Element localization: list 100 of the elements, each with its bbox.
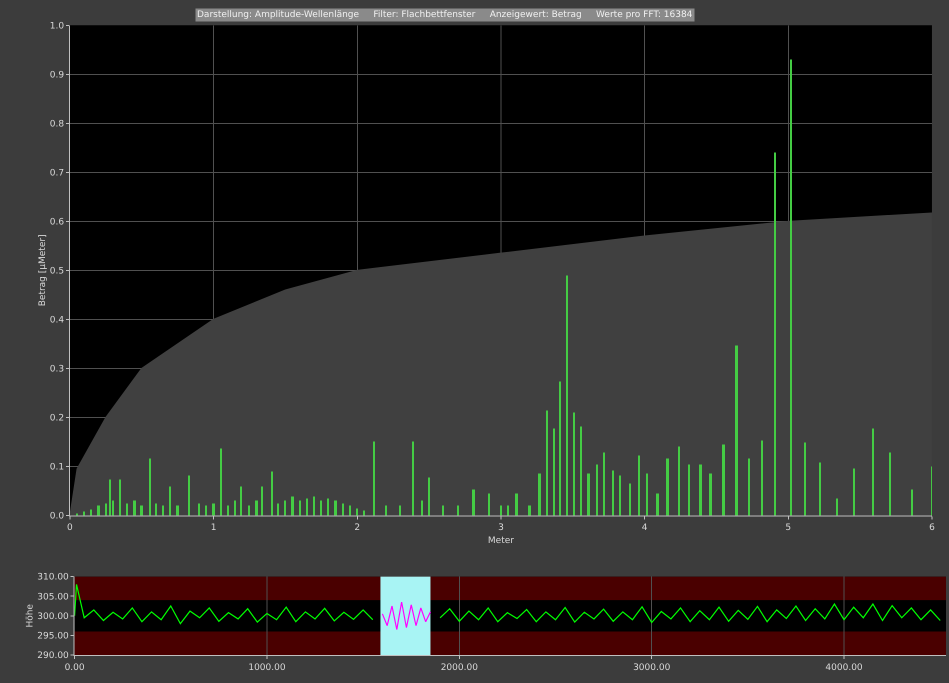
bar bbox=[488, 493, 490, 516]
bar bbox=[240, 486, 242, 516]
line-series bbox=[74, 584, 374, 624]
bar bbox=[362, 510, 365, 516]
bar bbox=[656, 493, 659, 516]
bar bbox=[666, 458, 669, 516]
bar bbox=[442, 505, 444, 516]
line-series bbox=[382, 601, 432, 630]
bar bbox=[356, 508, 358, 516]
bar bbox=[678, 446, 680, 516]
bar bbox=[234, 500, 236, 516]
bar bbox=[748, 458, 750, 516]
bar bbox=[528, 505, 531, 516]
bar bbox=[910, 489, 913, 516]
bar bbox=[546, 410, 548, 516]
bar bbox=[162, 505, 164, 516]
bar bbox=[126, 503, 128, 516]
bar bbox=[872, 428, 874, 516]
bar bbox=[558, 381, 561, 516]
bar bbox=[176, 505, 179, 516]
bar bbox=[566, 275, 568, 516]
y-tick-label: 0.4 bbox=[50, 315, 64, 326]
x-axis-title: Meter bbox=[488, 536, 514, 546]
y-axis-title: Höhe bbox=[26, 604, 36, 628]
bar bbox=[342, 503, 344, 516]
line-series bbox=[439, 603, 941, 624]
y-tick-label: 0.7 bbox=[50, 168, 64, 178]
bar bbox=[188, 475, 190, 516]
bar bbox=[708, 473, 712, 516]
bar bbox=[628, 483, 631, 516]
bar bbox=[804, 442, 806, 516]
bar bbox=[220, 448, 222, 516]
x-tick-label: 4 bbox=[642, 523, 648, 534]
bar bbox=[888, 452, 891, 516]
bar bbox=[596, 464, 598, 516]
bar bbox=[326, 498, 329, 516]
bar bbox=[198, 503, 200, 516]
y-tick-label: 0.6 bbox=[50, 217, 64, 228]
y-tick-label: 300.00 bbox=[37, 612, 70, 622]
bar bbox=[140, 505, 143, 516]
bar bbox=[168, 486, 171, 516]
bar bbox=[90, 509, 92, 516]
bar bbox=[852, 468, 855, 516]
x-tick-label: 0.00 bbox=[64, 662, 85, 673]
bar bbox=[420, 500, 423, 516]
bar bbox=[118, 479, 121, 516]
bar bbox=[514, 493, 518, 516]
bar bbox=[602, 452, 605, 516]
y-tick-label: 295.00 bbox=[37, 632, 70, 642]
bar bbox=[290, 496, 294, 516]
y-tick-label: 290.00 bbox=[37, 651, 70, 662]
bar bbox=[270, 471, 273, 516]
bar bbox=[586, 473, 590, 516]
bar bbox=[500, 505, 502, 516]
x-tick-label: 0 bbox=[67, 523, 74, 534]
y-tick-label: 0.0 bbox=[50, 512, 64, 522]
bar bbox=[618, 475, 621, 516]
bar bbox=[774, 152, 776, 516]
y-tick-label: 0.3 bbox=[50, 364, 64, 374]
y-tick-label: 1.0 bbox=[50, 21, 64, 32]
bar bbox=[538, 473, 541, 516]
bar bbox=[254, 500, 258, 516]
bar bbox=[248, 505, 250, 516]
bar bbox=[836, 498, 838, 516]
bar bbox=[372, 441, 375, 516]
bar bbox=[204, 505, 207, 516]
bar bbox=[154, 503, 157, 516]
bar bbox=[412, 441, 414, 516]
bar bbox=[226, 505, 229, 516]
bar bbox=[148, 458, 151, 516]
bar bbox=[312, 496, 315, 516]
bar bbox=[320, 500, 322, 516]
y-tick-label: 0.5 bbox=[50, 266, 64, 276]
bar bbox=[306, 498, 308, 516]
bar bbox=[552, 428, 555, 516]
bar bbox=[612, 470, 614, 516]
bar bbox=[472, 489, 475, 516]
bar bbox=[790, 59, 792, 516]
bar bbox=[104, 503, 107, 516]
bar bbox=[506, 505, 509, 516]
x-tick-label: 4000.00 bbox=[825, 662, 863, 673]
bar bbox=[428, 477, 430, 516]
y-tick-label: 0.9 bbox=[50, 70, 64, 80]
bar bbox=[398, 505, 401, 516]
bar bbox=[760, 440, 763, 516]
x-tick-label: 2 bbox=[354, 523, 360, 534]
bar bbox=[734, 345, 738, 516]
x-tick-label: 3 bbox=[498, 523, 504, 534]
bar bbox=[646, 473, 648, 516]
x-tick-label: 5 bbox=[785, 523, 792, 534]
bar bbox=[260, 486, 263, 516]
bar bbox=[722, 444, 725, 516]
bar bbox=[284, 500, 286, 516]
x-tick-label: 1000.00 bbox=[248, 662, 286, 673]
x-tick-label: 2000.00 bbox=[440, 662, 478, 673]
bar bbox=[580, 426, 582, 516]
bar bbox=[456, 505, 459, 516]
x-tick-label: 6 bbox=[929, 523, 936, 534]
bar bbox=[96, 505, 100, 516]
bar bbox=[212, 503, 215, 516]
